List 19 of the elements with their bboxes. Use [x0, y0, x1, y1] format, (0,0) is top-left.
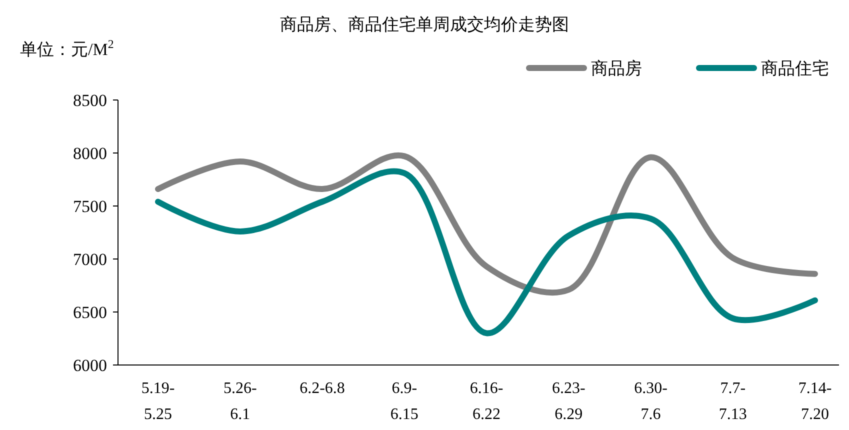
- x-tick-label: 6.16- 6.22: [470, 380, 504, 423]
- y-tick-label: 6500: [73, 302, 107, 322]
- y-tick-label: 6000: [73, 356, 107, 375]
- x-tick-label: 7.7- 7.13: [718, 380, 747, 423]
- y-axis-title: 单位：元/M$^{2}$: [20, 37, 114, 59]
- legend-label: 商品房: [591, 58, 642, 78]
- x-tick-label: 6.23- 6.29: [552, 380, 586, 423]
- x-tick-label: 5.26- 6.1: [223, 380, 257, 423]
- chart-title: 商品房、商品住宅单周成交均价走势图: [280, 15, 569, 34]
- y-tick-label: 7500: [73, 196, 107, 216]
- y-tick-label: 8500: [73, 90, 107, 110]
- x-tick-label: 7.14- 7.20: [798, 380, 832, 423]
- x-tick-label: 5.19- 5.25: [141, 380, 175, 423]
- x-tick-label: 6.2-6.8: [300, 380, 345, 397]
- y-tick-label: 7000: [73, 250, 107, 269]
- x-tick-label: 6.30- 7.6: [634, 380, 668, 423]
- legend-label: 商品住宅: [761, 58, 829, 78]
- y-tick-label: 8000: [73, 144, 107, 163]
- x-tick-label: 6.9- 6.15: [390, 380, 418, 423]
